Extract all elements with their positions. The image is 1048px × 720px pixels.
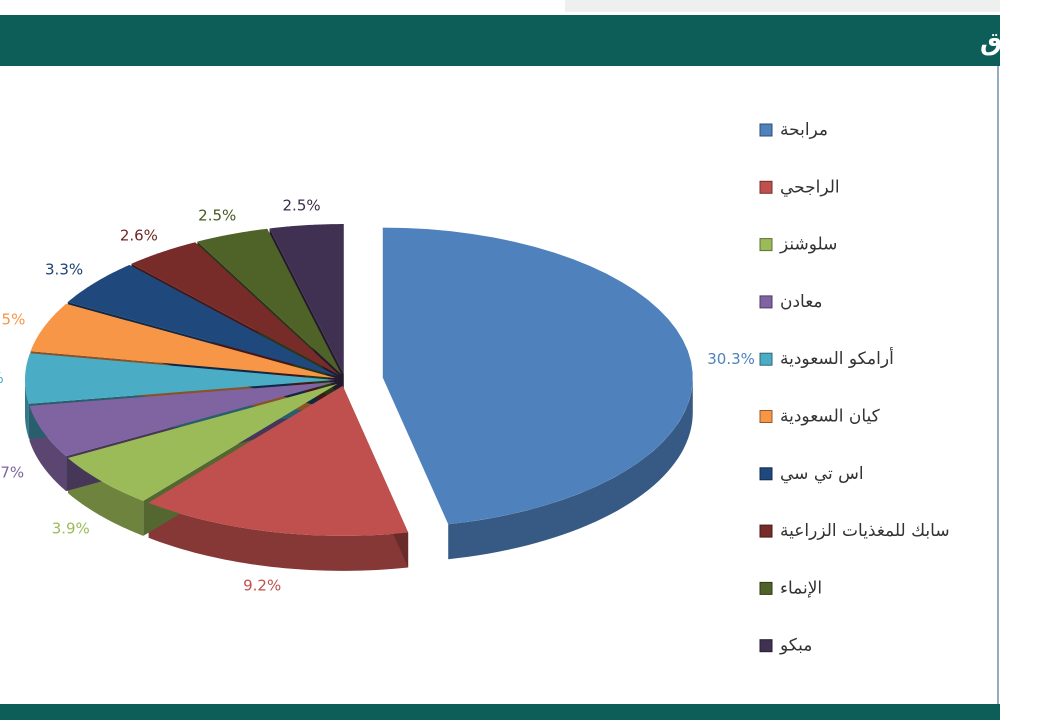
legend-swatch	[759, 524, 773, 538]
pie-slice	[67, 264, 338, 377]
pie-slice	[197, 228, 342, 375]
pie-tops	[25, 224, 693, 536]
data-label: 2.5%	[283, 196, 321, 214]
data-label: 3.5%	[0, 311, 25, 329]
pie-slice	[269, 224, 344, 375]
legend-label: الراجحي	[780, 177, 840, 197]
legend-label: سلوشنز	[779, 235, 837, 255]
legend-swatch	[759, 180, 773, 194]
data-label: 9.2%	[243, 576, 281, 594]
data-label: 30.3%	[707, 350, 755, 368]
pie	[25, 224, 693, 571]
top-panel	[565, 0, 1000, 12]
legend-swatch	[759, 581, 773, 595]
legend-swatch	[759, 295, 773, 309]
pie-slice	[30, 303, 336, 378]
pie-slice-side	[448, 377, 693, 560]
pie-slice	[25, 353, 336, 404]
legend-label: سابك للمغذيات الزراعية	[780, 521, 950, 541]
data-label: 3.3%	[45, 261, 83, 279]
pie-slice	[29, 381, 336, 457]
legend-swatch	[759, 352, 773, 366]
legend-swatch	[759, 238, 773, 252]
legend-swatch	[759, 639, 773, 653]
legend-label: معادن	[780, 292, 823, 312]
chart-title: أكبر عشرة استثمارات للصندوق	[980, 25, 1048, 57]
legend-swatch	[759, 467, 773, 481]
pie-slice	[148, 385, 409, 536]
pie-slice	[382, 227, 693, 525]
pie-slice	[67, 383, 338, 501]
pie-slice-side	[148, 502, 409, 571]
data-label: 3.7%	[0, 464, 24, 482]
legend-swatch	[759, 410, 773, 423]
legend-label: كيان السعودية	[780, 407, 881, 427]
legend: مرابحة الراجحي سلوشنز معادن أرامكو السعودية ك…	[759, 120, 950, 656]
legend-label: الإنماء	[780, 578, 822, 598]
footer-bar	[0, 704, 1000, 720]
data-label: 2.5%	[198, 206, 236, 224]
legend-label: أرامكو السعودية	[780, 347, 894, 369]
legend-label: اس تي سي	[780, 464, 864, 484]
pie-slice-side	[25, 379, 29, 439]
legend-label: مبكو	[779, 636, 812, 656]
data-label: 3.5%	[0, 369, 4, 387]
data-label: 2.6%	[120, 227, 158, 245]
header-bar	[0, 15, 1000, 66]
legend-label: مرابحة	[780, 120, 828, 140]
pie-slice	[131, 242, 340, 376]
data-label: 3.9%	[52, 519, 90, 537]
legend-swatch	[759, 123, 773, 137]
